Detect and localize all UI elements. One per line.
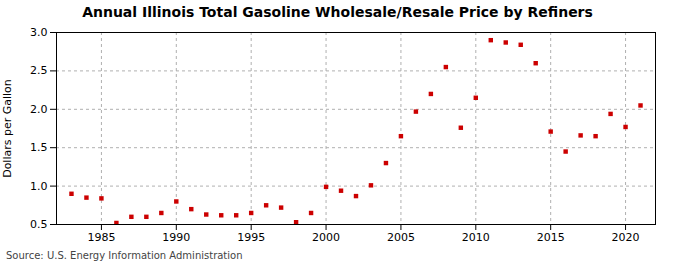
html-text:Annual Illinois Total Gasoline: Annual Illinois Total Gasoline Wholesale…: [82, 4, 593, 20]
svg-text:0.5: 0.5: [30, 218, 48, 231]
svg-text:2.5: 2.5: [30, 64, 48, 77]
svg-text:2020: 2020: [612, 231, 640, 244]
svg-text:1.5: 1.5: [30, 141, 48, 154]
svg-text:2010: 2010: [462, 231, 490, 244]
svg-text:2000: 2000: [312, 231, 340, 244]
svg-text:3.0: 3.0: [30, 26, 48, 39]
svg-text:1995: 1995: [237, 231, 265, 244]
svg-text:2015: 2015: [537, 231, 565, 244]
svg-text:1.0: 1.0: [30, 180, 48, 193]
html-text:Source: U.S. Energy Informatio: Source: U.S. Energy Information Administ…: [6, 250, 243, 261]
svg-text:Dollars per Gallon: Dollars per Gallon: [1, 79, 14, 178]
svg-text:2005: 2005: [387, 231, 415, 244]
svg-text:2.0: 2.0: [30, 103, 48, 116]
svg-text:1985: 1985: [87, 231, 115, 244]
svg-text:1990: 1990: [162, 231, 190, 244]
